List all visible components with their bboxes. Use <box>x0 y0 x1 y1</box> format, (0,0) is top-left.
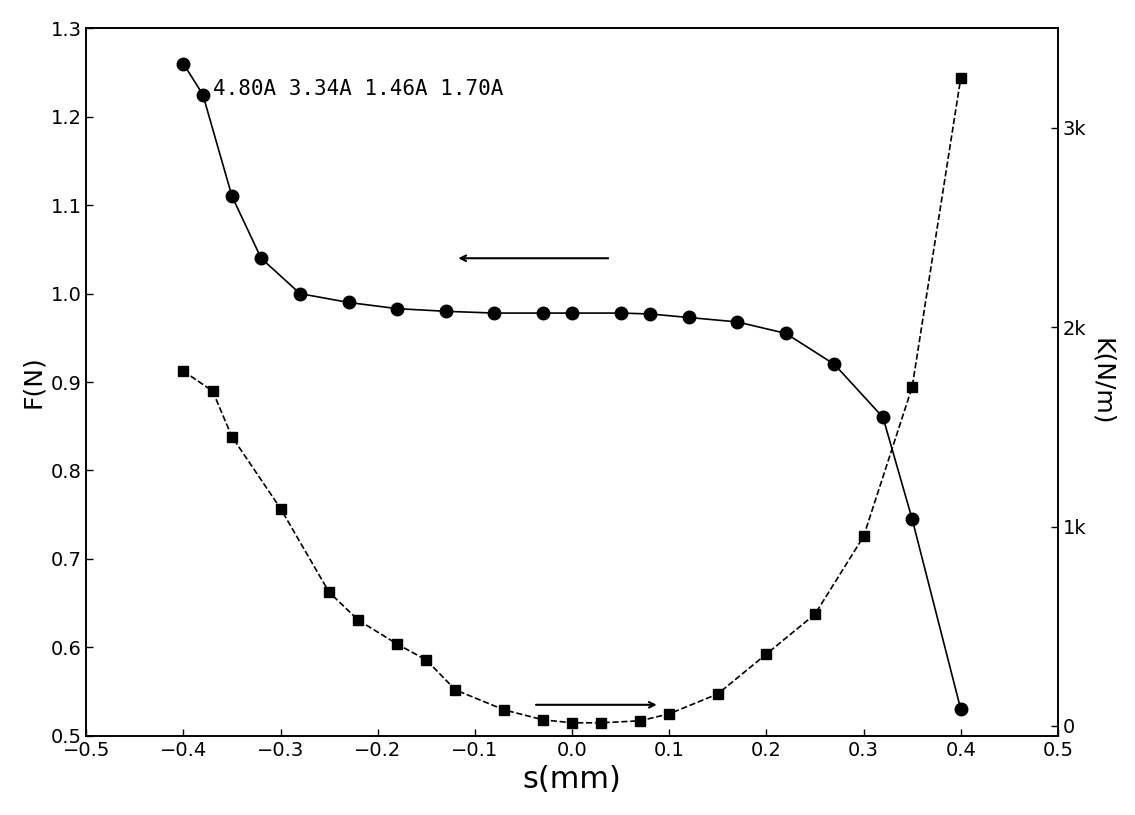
Y-axis label: K(N/m): K(N/m) <box>1090 338 1115 425</box>
Y-axis label: F(N): F(N) <box>20 355 45 408</box>
Text: 4.80A 3.34A 1.46A 1.70A: 4.80A 3.34A 1.46A 1.70A <box>212 79 503 99</box>
X-axis label: s(mm): s(mm) <box>522 765 622 794</box>
